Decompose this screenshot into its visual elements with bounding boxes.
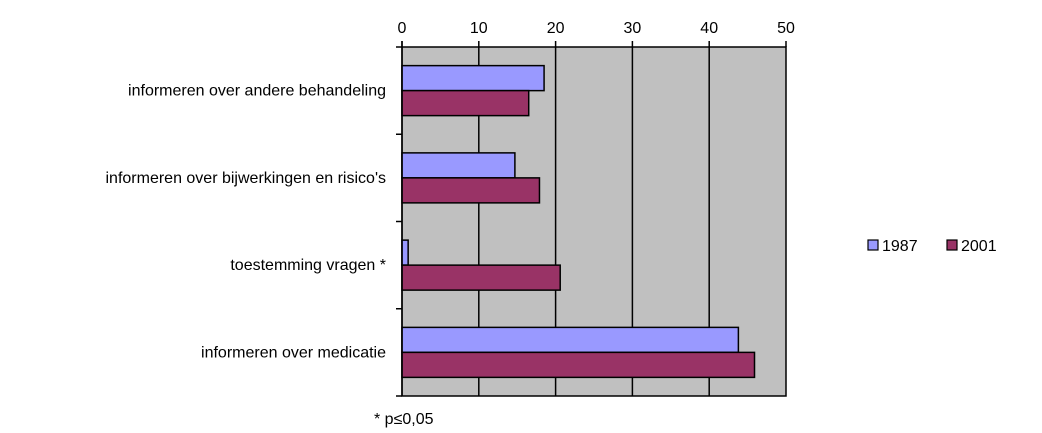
- category-label: informeren over bijwerkingen en risico's: [105, 170, 386, 187]
- legend-label-2001: 2001: [961, 238, 997, 255]
- x-tick-label: 0: [398, 20, 407, 37]
- x-tick-label: 10: [470, 20, 488, 37]
- bar-2001: [401, 351, 756, 379]
- category-label: informeren over andere behandeling: [128, 83, 386, 100]
- bar-2001: [401, 177, 541, 204]
- legend-label-1987: 1987: [882, 238, 918, 255]
- bar-1987: [401, 239, 409, 266]
- category-label: informeren over medicatie: [201, 344, 386, 361]
- legend-swatch-1987: [867, 239, 879, 251]
- bar-1987: [401, 326, 740, 354]
- bar-2001: [401, 264, 561, 291]
- bars: [401, 64, 756, 379]
- x-tick-label: 20: [547, 20, 565, 37]
- x-axis-ticks: 0 10 20 30 40 50: [398, 20, 795, 47]
- bar-1987: [401, 64, 545, 92]
- axes: [396, 41, 403, 397]
- category-labels: informeren over andere behandeling inform…: [105, 83, 386, 362]
- bar-1987: [401, 152, 516, 179]
- category-label: toestemming vragen *: [230, 257, 386, 274]
- x-tick-label: 50: [777, 20, 795, 37]
- x-tick-label: 30: [624, 20, 642, 37]
- x-tick-label: 40: [700, 20, 718, 37]
- legend: 1987 2001: [867, 238, 997, 255]
- legend-swatch-2001: [946, 239, 958, 251]
- bar-2001: [401, 89, 530, 117]
- footnote: * p≤0,05: [374, 411, 434, 428]
